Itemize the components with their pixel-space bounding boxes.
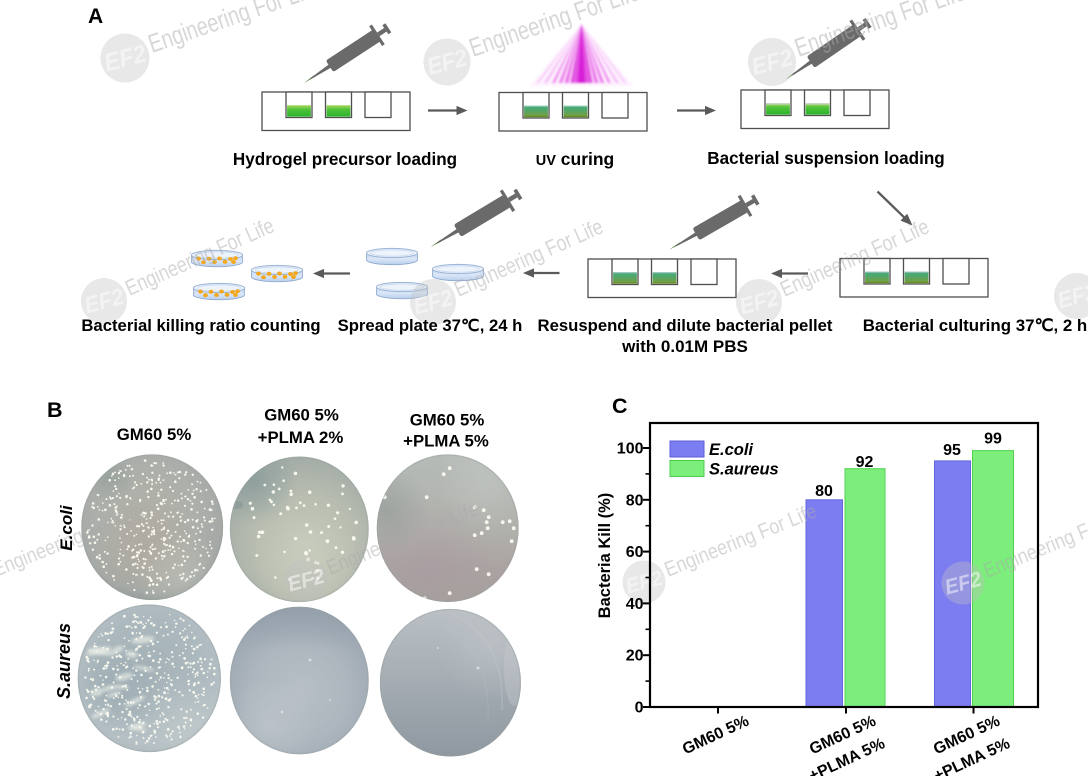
svg-text:E.coli: E.coli [57, 504, 76, 551]
svg-text:Bacterial killing ratio counti: Bacterial killing ratio counting [81, 316, 320, 335]
svg-text:80: 80 [815, 483, 833, 500]
svg-text:Hydrogel precursor loading: Hydrogel precursor loading [233, 150, 457, 169]
svg-text:A: A [88, 5, 103, 28]
svg-text:+PLMA 2%: +PLMA 2% [258, 428, 344, 447]
svg-text:+PLMA 5%: +PLMA 5% [403, 432, 489, 451]
svg-text:GM60 5%: GM60 5% [680, 713, 752, 758]
svg-text:92: 92 [856, 454, 874, 471]
svg-text:GM60 5%: GM60 5% [117, 425, 192, 444]
svg-text:C: C [612, 394, 628, 418]
svg-text:80: 80 [626, 492, 644, 509]
svg-text:100: 100 [617, 441, 644, 458]
svg-text:Engineering For Life: Engineering For Life [661, 500, 820, 582]
svg-text:GM60 5%: GM60 5% [264, 406, 339, 425]
svg-text:with 0.01M PBS: with 0.01M PBS [621, 337, 748, 356]
svg-text:GM60 5%: GM60 5% [410, 411, 485, 430]
svg-text:Resuspend and dilute bacterial: Resuspend and dilute bacterial pellet [538, 316, 833, 335]
svg-text:S.aureus: S.aureus [54, 623, 74, 699]
svg-text:60: 60 [626, 544, 644, 561]
svg-text:Bacteria Kill (%): Bacteria Kill (%) [596, 493, 614, 619]
svg-text:S.aureus: S.aureus [709, 461, 779, 479]
svg-text:40: 40 [626, 596, 644, 613]
svg-text:Spread plate 37℃, 24 h: Spread plate 37℃, 24 h [338, 316, 523, 335]
svg-text:99: 99 [984, 431, 1002, 448]
svg-text:B: B [47, 398, 63, 422]
svg-text:Bacterial suspension loading: Bacterial suspension loading [707, 149, 944, 168]
svg-text:Engineering For Life: Engineering For Life [144, 0, 322, 59]
svg-text:E.coli: E.coli [709, 441, 753, 459]
svg-text:Bacterial culturing 37℃, 2 h: Bacterial culturing 37℃, 2 h [863, 316, 1088, 335]
svg-text:Engineering For Life: Engineering For Life [791, 0, 969, 63]
svg-text:Engineering For Life: Engineering For Life [465, 0, 643, 63]
svg-text:0: 0 [635, 700, 644, 717]
svg-text:UV curing: UV curing [536, 149, 615, 169]
svg-text:95: 95 [943, 442, 961, 459]
svg-text:20: 20 [626, 648, 644, 665]
